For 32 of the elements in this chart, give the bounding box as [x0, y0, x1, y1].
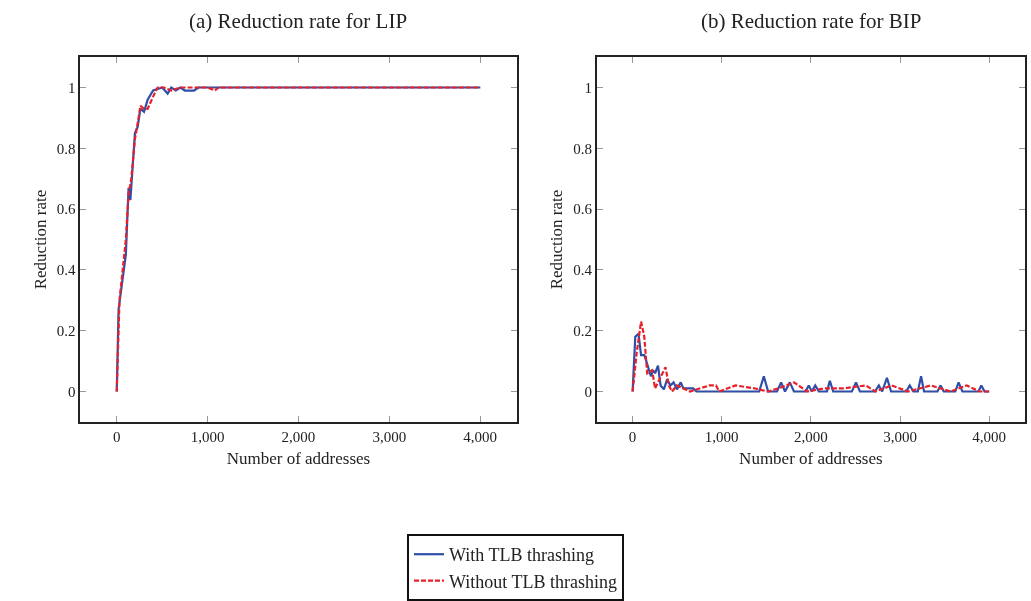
x-tick-label: 1,000 — [704, 428, 739, 445]
y-tick-label: 0.2 — [573, 322, 592, 339]
y-tick-label: 0.6 — [573, 201, 593, 218]
line-series — [631, 320, 991, 393]
y-tick-label: 0.8 — [573, 140, 592, 157]
chart-title: (b) Reduction rate for BIP — [701, 9, 922, 33]
x-axis-title: Number of addresses — [226, 448, 371, 468]
y-tick-label: 0.2 — [56, 322, 76, 339]
x-tick-label: 2,000 — [794, 428, 828, 445]
y-tick-label: 1 — [67, 79, 76, 96]
line-series — [115, 86, 482, 393]
x-axis-title: Number of addresses — [739, 448, 883, 468]
chart-title: (a) Reduction rate for LIP — [189, 9, 408, 33]
x-tick-label: 0 — [628, 428, 637, 445]
x-tick-label: 2,000 — [281, 428, 316, 445]
y-axis-title: Reduction rate — [30, 189, 50, 290]
y-tick-label: 0 — [67, 383, 76, 400]
y-tick-label: 0.4 — [573, 262, 593, 279]
x-tick-label: 3,000 — [372, 428, 407, 445]
y-tick-label: 0 — [584, 383, 592, 400]
x-tick-label: 3,000 — [883, 428, 917, 445]
legend-label: With TLB thrashing — [449, 545, 594, 566]
legend-label: Without TLB thrashing — [449, 571, 617, 592]
x-tick-label: 4,000 — [463, 428, 498, 445]
y-tick-label: 0.6 — [56, 201, 76, 218]
x-tick-label: 4,000 — [972, 428, 1007, 445]
y-axis-title: Reduction rate — [547, 189, 567, 290]
x-tick-label: 1,000 — [190, 428, 225, 445]
y-tick-label: 1 — [584, 79, 592, 96]
y-tick-label: 0.4 — [56, 262, 76, 279]
x-tick-label: 0 — [113, 428, 121, 445]
y-tick-label: 0.8 — [56, 140, 76, 157]
